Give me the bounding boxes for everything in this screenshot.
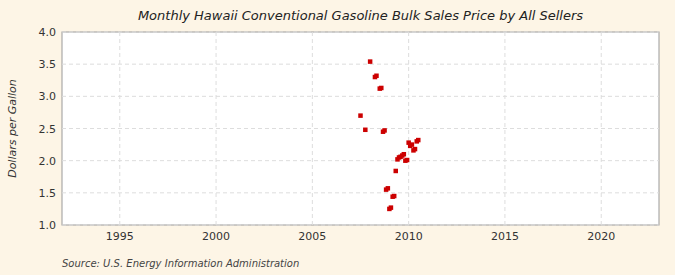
background	[0, 0, 675, 275]
y-grid-line	[62, 225, 659, 226]
x-tick-label: 1995	[106, 230, 134, 243]
plot-area	[62, 32, 659, 225]
point	[368, 59, 373, 64]
point	[393, 169, 398, 174]
point	[413, 147, 418, 152]
y-tick-label: 1.5	[39, 187, 57, 200]
grid	[62, 32, 659, 225]
source-note: Source: U.S. Energy Information Administ…	[62, 258, 299, 269]
axes: 1.0 1.5 2.0 2.5 3.0 3.5 4.0 1995 2000 2005 2010 201…	[39, 26, 616, 243]
point	[392, 194, 397, 199]
x-tick-label: 2005	[298, 230, 326, 243]
point	[410, 142, 415, 147]
y-tick-label: 4.0	[39, 26, 57, 39]
point	[382, 128, 387, 133]
point	[416, 138, 421, 143]
y-tick-label: 3.0	[39, 90, 57, 103]
x-grid-line	[408, 32, 409, 225]
x-grid-line	[504, 32, 505, 225]
points	[358, 59, 420, 211]
point	[358, 113, 363, 118]
title: Monthly Hawaii Conventional Gasoline Bul…	[138, 8, 583, 23]
y-tick-label: 1.0	[39, 219, 57, 232]
point	[389, 205, 394, 210]
point	[374, 73, 379, 78]
point	[379, 86, 384, 91]
y-tick-label: 2.0	[39, 155, 57, 168]
y-grid-line	[62, 128, 659, 129]
point	[405, 158, 410, 163]
x-grid-line	[119, 32, 120, 225]
chart: 1.0 1.5 2.0 2.5 3.0 3.5 4.0 1995 2000 2005 2010 201…	[0, 0, 675, 275]
y-grid-line	[62, 96, 659, 97]
y-tick-label: 3.5	[39, 58, 57, 71]
point	[363, 128, 368, 133]
y-grid-line	[62, 32, 659, 33]
x-tick-label: 2010	[395, 230, 423, 243]
y-grid-line	[62, 192, 659, 193]
x-grid-line	[312, 32, 313, 225]
x-tick-label: 2015	[491, 230, 519, 243]
y-axis-label: Dollars per Gallon	[6, 79, 19, 178]
x-grid-line	[601, 32, 602, 225]
y-grid-line	[62, 64, 659, 65]
point	[402, 152, 407, 157]
y-tick-label: 2.5	[39, 123, 57, 136]
point	[386, 186, 391, 191]
x-tick-label: 2020	[587, 230, 615, 243]
y-grid-line	[62, 160, 659, 161]
x-grid-line	[216, 32, 217, 225]
x-tick-label: 2000	[202, 230, 230, 243]
